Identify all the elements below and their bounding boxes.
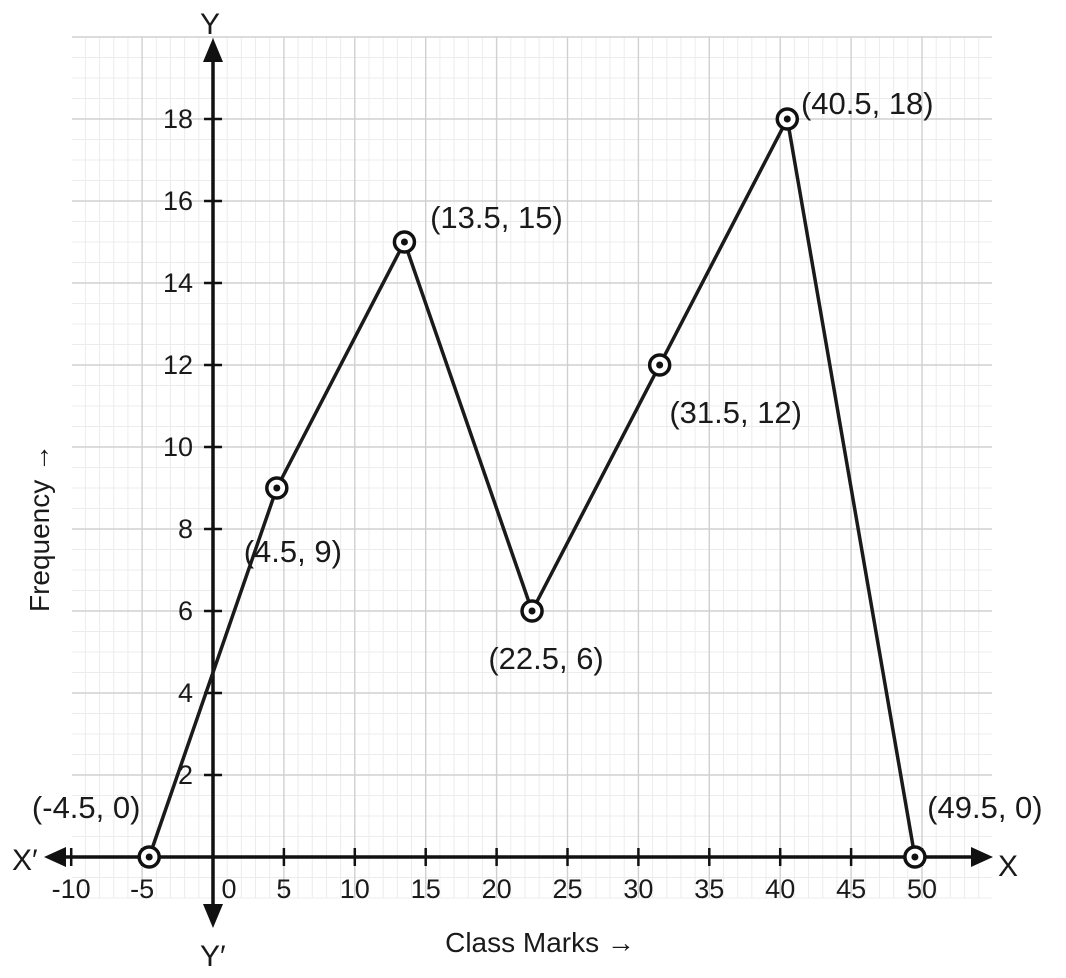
x-tick-label: 10 (340, 874, 370, 904)
y-axis-letter: Y (200, 8, 220, 41)
x-tick-label: 0 (221, 874, 236, 904)
major-grid (72, 36, 992, 898)
minor-grid (72, 37, 992, 899)
data-point-center (783, 115, 791, 123)
x-tick-label: 5 (276, 874, 291, 904)
y-tick-label: 12 (163, 350, 193, 380)
data-point-center (400, 238, 408, 246)
x-neg-axis-arrow (44, 847, 66, 867)
y-axis-arrow (203, 38, 223, 62)
x-axis-arrow (971, 847, 993, 867)
data-point-label: (22.5, 6) (488, 641, 603, 676)
y-tick-label: 8 (178, 514, 193, 544)
data-point-label: (4.5, 9) (244, 534, 342, 569)
data-point-center (145, 853, 153, 861)
x-tick-label: 35 (694, 874, 724, 904)
data-point-label: (31.5, 12) (669, 395, 802, 430)
x-tick-label: 25 (552, 874, 582, 904)
x-tick-label: 50 (907, 874, 937, 904)
data-point-label: (49.5, 0) (927, 790, 1042, 825)
x-tick-label: 45 (836, 874, 866, 904)
x-tick-label: -10 (52, 874, 91, 904)
x-tick-label: 15 (411, 874, 441, 904)
x-tick-label: 40 (765, 874, 795, 904)
y-tick-label: 14 (163, 268, 193, 298)
x-tick-label: 30 (623, 874, 653, 904)
data-point-center (273, 484, 281, 492)
data-point-center (528, 607, 536, 615)
y-axis-title: Frequency → (24, 444, 55, 612)
data-point-center (656, 361, 664, 369)
x-axis-letter: X (998, 850, 1018, 883)
x-tick-label: 20 (482, 874, 512, 904)
y-neg-axis-arrow (203, 904, 223, 928)
y-tick-label: 16 (163, 186, 193, 216)
data-point-label: (-4.5, 0) (32, 790, 141, 825)
y-neg-axis-letter: Y′ (200, 940, 226, 973)
x-tick-label: -5 (130, 874, 154, 904)
y-tick-label: 10 (163, 432, 193, 462)
data-point-center (911, 853, 919, 861)
x-axis-title: Class Marks → (445, 927, 635, 958)
y-tick-label: 6 (178, 596, 193, 626)
point-labels: (-4.5, 0) (4.5, 9) (13.5, 15) (22.5, 6) (31.… (32, 86, 1043, 825)
y-tick-label: 18 (163, 104, 193, 134)
data-point-label: (13.5, 15) (430, 200, 563, 235)
series-layer (137, 107, 927, 869)
data-point-label: (40.5, 18) (801, 86, 934, 121)
y-tick-label: 4 (178, 678, 193, 708)
x-neg-axis-letter: X′ (12, 844, 38, 877)
